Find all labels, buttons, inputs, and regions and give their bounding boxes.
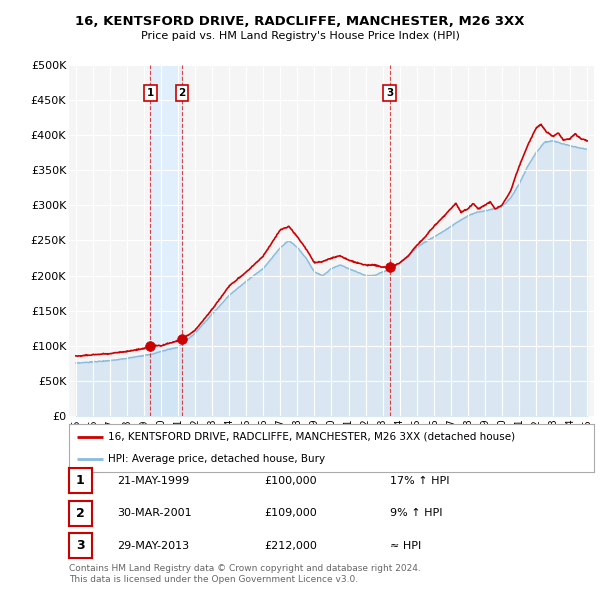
- Text: 9% ↑ HPI: 9% ↑ HPI: [390, 509, 443, 518]
- Text: 3: 3: [76, 539, 85, 552]
- Bar: [151, 65, 182, 416]
- Text: 21-MAY-1999: 21-MAY-1999: [117, 476, 189, 486]
- Text: £100,000: £100,000: [264, 476, 317, 486]
- Text: ≈ HPI: ≈ HPI: [390, 541, 421, 550]
- Text: Price paid vs. HM Land Registry's House Price Index (HPI): Price paid vs. HM Land Registry's House …: [140, 31, 460, 41]
- Text: £109,000: £109,000: [264, 509, 317, 518]
- Text: HPI: Average price, detached house, Bury: HPI: Average price, detached house, Bury: [109, 454, 325, 464]
- Text: 2: 2: [179, 88, 186, 98]
- Text: This data is licensed under the Open Government Licence v3.0.: This data is licensed under the Open Gov…: [69, 575, 358, 584]
- Text: Contains HM Land Registry data © Crown copyright and database right 2024.: Contains HM Land Registry data © Crown c…: [69, 565, 421, 573]
- Text: 16, KENTSFORD DRIVE, RADCLIFFE, MANCHESTER, M26 3XX: 16, KENTSFORD DRIVE, RADCLIFFE, MANCHEST…: [75, 15, 525, 28]
- Text: 1: 1: [147, 88, 154, 98]
- Text: 2: 2: [76, 507, 85, 520]
- Text: 30-MAR-2001: 30-MAR-2001: [117, 509, 191, 518]
- Text: 29-MAY-2013: 29-MAY-2013: [117, 541, 189, 550]
- Text: 3: 3: [386, 88, 393, 98]
- Text: 1: 1: [76, 474, 85, 487]
- Text: £212,000: £212,000: [264, 541, 317, 550]
- Text: 16, KENTSFORD DRIVE, RADCLIFFE, MANCHESTER, M26 3XX (detached house): 16, KENTSFORD DRIVE, RADCLIFFE, MANCHEST…: [109, 432, 515, 442]
- Text: 17% ↑ HPI: 17% ↑ HPI: [390, 476, 449, 486]
